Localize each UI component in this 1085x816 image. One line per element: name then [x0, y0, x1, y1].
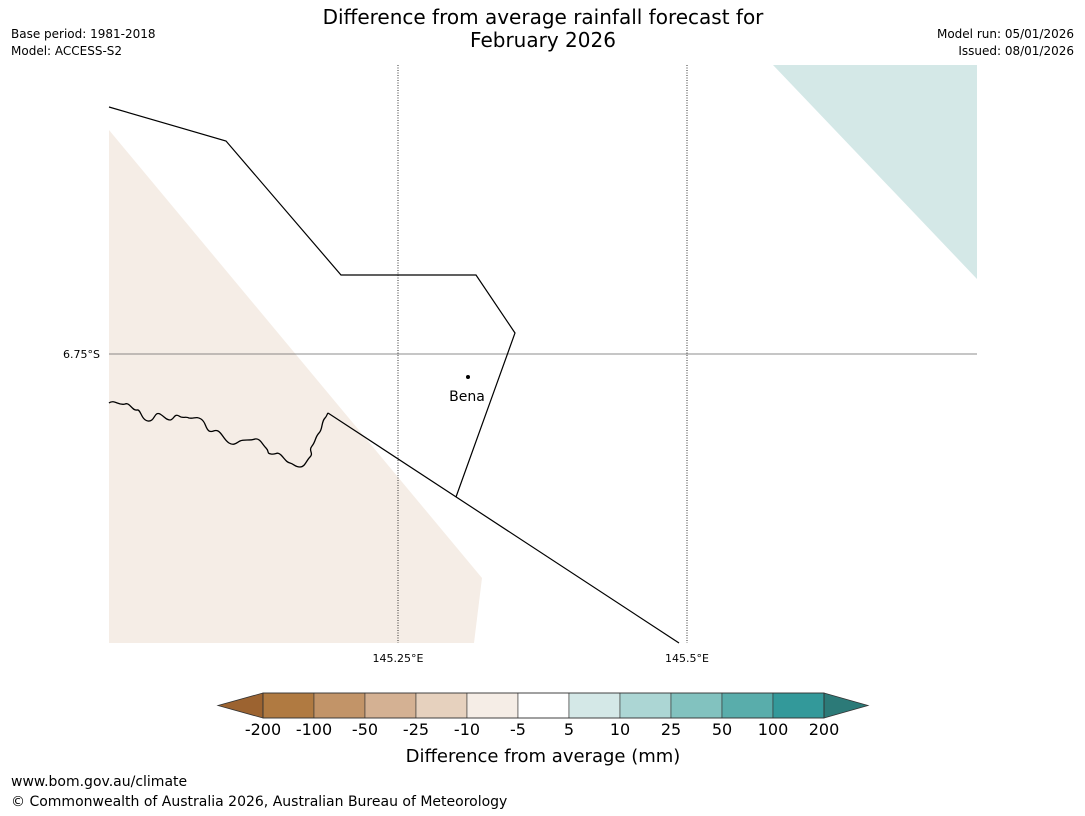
- colorbar-bin-1: [262, 692, 315, 719]
- colorbar-bin-9: [670, 692, 723, 719]
- town-label: Bena: [449, 389, 485, 405]
- colorbar-tick: -200: [245, 720, 281, 739]
- colorbar-bin-10: [721, 692, 774, 719]
- dry-anomaly-region: [109, 130, 482, 643]
- base-period: Base period: 1981-2018: [11, 27, 156, 41]
- colorbar-bin-2: [313, 692, 366, 719]
- colorbar-tick: 50: [712, 720, 732, 739]
- title-line-1: Difference from average rainfall forecas…: [322, 5, 764, 29]
- colorbar-frame: [262, 692, 825, 719]
- colorbar-tick: 100: [758, 720, 789, 739]
- colorbar-tick: -100: [296, 720, 332, 739]
- wet-anomaly-region: [773, 65, 977, 279]
- colorbar-extend-high: [823, 692, 870, 719]
- colorbar-tick: -10: [454, 720, 480, 739]
- river-coastline: [108, 401, 329, 468]
- header-meta-left: Base period: 1981-2018 Model: ACCESS-S2: [11, 26, 156, 60]
- colorbar-tick: -50: [352, 720, 378, 739]
- province-boundary: [327, 412, 680, 644]
- colorbar-bin-8: [619, 692, 672, 719]
- page-title: Difference from average rainfall forecas…: [243, 6, 843, 52]
- longitude-label-145-25: 145.25°E: [373, 652, 424, 665]
- colorbar-tick: 200: [809, 720, 840, 739]
- longitude-label-145-5: 145.5°E: [665, 652, 709, 665]
- colorbar-bin-5: [466, 692, 519, 719]
- colorbar: -200 -100 -50 -25 -10 -5 5 10 25 50 100 …: [216, 692, 870, 767]
- town-marker: [466, 375, 470, 379]
- colorbar-bin-6: [517, 692, 570, 719]
- colorbar-tick: 25: [661, 720, 681, 739]
- issued-date: Issued: 08/01/2026: [958, 44, 1074, 58]
- latitude-label: 6.75°S: [63, 348, 100, 361]
- colorbar-tick: 10: [610, 720, 630, 739]
- colorbar-bin-11: [772, 692, 825, 719]
- colorbar-extend-low: [216, 692, 264, 719]
- footer-copyright: © Commonwealth of Australia 2026, Austra…: [11, 794, 508, 810]
- colorbar-tick: -5: [510, 720, 526, 739]
- colorbar-tick: -25: [403, 720, 429, 739]
- colorbar-bin-7: [568, 692, 621, 719]
- colorbar-title: Difference from average (mm): [406, 746, 681, 767]
- footer-url[interactable]: www.bom.gov.au/climate: [11, 774, 188, 790]
- colorbar-bin-4: [415, 692, 468, 719]
- model-run: Model run: 05/01/2026: [936, 27, 1074, 41]
- header-meta-right: Model run: 05/01/2026 Issued: 08/01/2026: [937, 26, 1074, 60]
- colorbar-tick: 5: [564, 720, 574, 739]
- title-line-2: February 2026: [470, 28, 616, 52]
- region-boundary: [108, 106, 516, 498]
- model-name: Model: ACCESS-S2: [11, 44, 123, 58]
- colorbar-bin-3: [364, 692, 417, 719]
